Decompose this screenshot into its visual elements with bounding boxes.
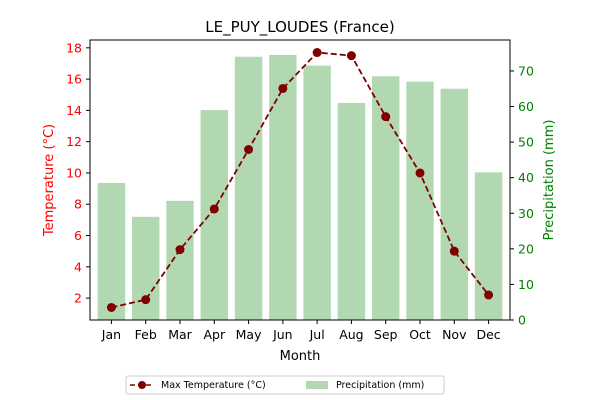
y-right-tick-label: 60 xyxy=(518,99,534,114)
x-tick-label: Oct xyxy=(409,327,431,342)
y-right-tick-label: 70 xyxy=(518,63,534,78)
temperature-point-mar xyxy=(175,245,185,255)
temperature-line-path xyxy=(111,51,490,309)
legend-label-precipitation: Precipitation (mm) xyxy=(336,380,424,391)
temperature-line xyxy=(106,48,494,312)
precipitation-bar-apr xyxy=(200,110,228,320)
chart-title: LE_PUY_LOUDES (France) xyxy=(205,18,395,37)
precipitation-bar-jul xyxy=(303,65,331,321)
x-tick-label: Apr xyxy=(203,327,225,342)
x-tick-label: Jun xyxy=(272,327,293,342)
precipitation-bar-may xyxy=(234,56,263,320)
x-tick-label: Jul xyxy=(309,327,325,342)
temperature-point-jan xyxy=(106,302,116,312)
y-left-tick-label: 6 xyxy=(74,228,82,243)
precipitation-bar-jan xyxy=(97,183,126,320)
temperature-point-apr xyxy=(209,204,219,214)
precipitation-bars xyxy=(97,54,503,321)
temperature-point-jun xyxy=(278,83,288,93)
temperature-point-sep xyxy=(381,112,391,122)
legend-label-temperature: Max Temperature (°C) xyxy=(161,380,266,391)
x-tick-label: Aug xyxy=(339,327,363,342)
y-left-tick-label: 2 xyxy=(74,291,82,306)
x-tick-label: Sep xyxy=(374,327,398,342)
legend-marker-swatch xyxy=(138,381,146,389)
x-tick-label: Dec xyxy=(476,327,500,342)
temperature-point-dec xyxy=(484,290,494,300)
plot-frame xyxy=(89,39,511,321)
y-right-tick-label: 10 xyxy=(518,277,534,292)
y-left-tick-label: 8 xyxy=(74,197,82,212)
x-tick-label: Feb xyxy=(135,327,157,342)
y-axis-left-label: Temperature (°C) xyxy=(42,124,57,237)
y-left-tick-label: 10 xyxy=(66,165,82,180)
y-right-tick-label: 0 xyxy=(518,313,526,328)
y-right-tick-label: 20 xyxy=(518,241,534,256)
x-axis: Jan Feb Mar Apr May Jun Jul Aug Sep Oct Nov Dec xyxy=(101,320,501,342)
temperature-point-jul xyxy=(312,48,322,58)
y-right-tick-label: 40 xyxy=(518,170,534,185)
y-left-tick-label: 16 xyxy=(66,72,82,87)
y-right-tick-label: 30 xyxy=(518,206,534,221)
x-tick-label: Mar xyxy=(168,327,192,342)
x-tick-label: May xyxy=(236,327,262,342)
temperature-point-aug xyxy=(346,51,356,61)
y-right-tick-label: 50 xyxy=(518,135,534,150)
y-left-tick-label: 12 xyxy=(66,134,82,149)
x-tick-label: Jan xyxy=(101,327,121,342)
precipitation-bar-nov xyxy=(440,88,468,321)
x-axis-label: Month xyxy=(280,349,321,364)
y-axis-left: 2 4 6 8 10 12 14 16 18 xyxy=(66,40,90,306)
precipitation-bar-oct xyxy=(406,81,434,320)
temperature-point-feb xyxy=(141,295,151,305)
y-left-tick-label: 14 xyxy=(66,103,82,118)
legend: Max Temperature (°C) Precipitation (mm) xyxy=(125,375,445,395)
y-axis-right: 0 10 20 30 40 50 60 70 xyxy=(510,63,534,328)
legend-box xyxy=(125,375,445,395)
precipitation-bar-mar xyxy=(166,200,194,320)
temperature-point-oct xyxy=(415,168,425,178)
precipitation-bar-feb xyxy=(132,216,160,320)
y-left-tick-label: 4 xyxy=(74,259,82,274)
y-axis-right-label: Precipitation (mm) xyxy=(542,120,557,241)
temperature-point-may xyxy=(244,145,254,154)
temperature-point-nov xyxy=(449,246,459,256)
y-left-tick-label: 18 xyxy=(66,40,82,55)
legend-bar-swatch xyxy=(306,381,328,389)
precipitation-bar-aug xyxy=(337,102,366,320)
x-tick-label: Nov xyxy=(442,327,467,342)
precipitation-bar-jun xyxy=(269,54,297,320)
